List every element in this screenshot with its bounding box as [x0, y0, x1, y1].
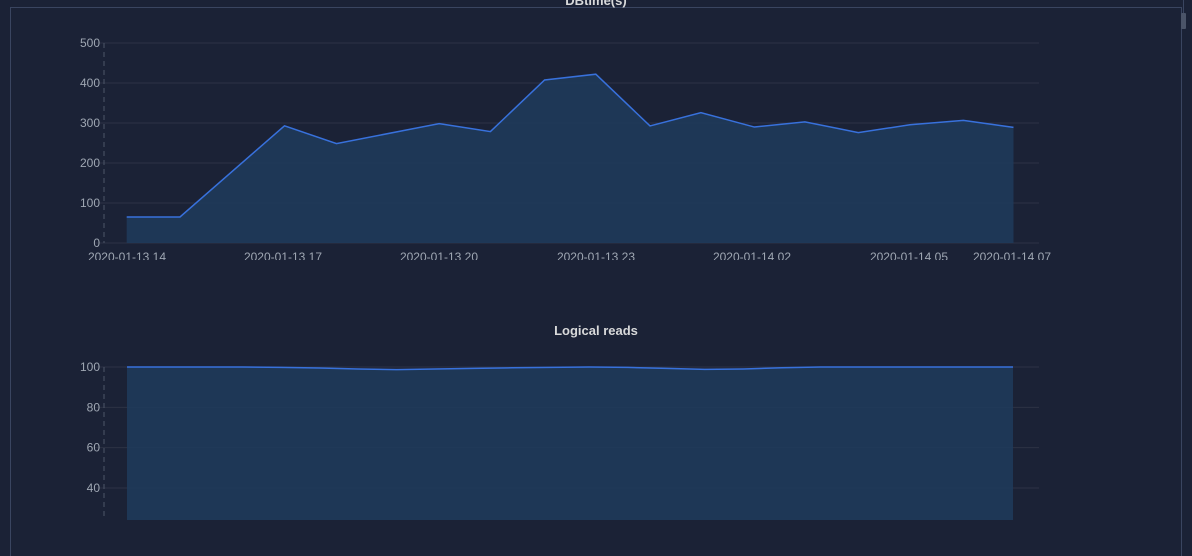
- svg-text:2020-01-14 07: 2020-01-14 07: [973, 250, 1051, 260]
- svg-text:40: 40: [87, 481, 101, 495]
- svg-text:500: 500: [80, 36, 100, 50]
- svg-text:400: 400: [80, 76, 100, 90]
- svg-text:100: 100: [80, 360, 100, 374]
- svg-text:200: 200: [80, 156, 100, 170]
- svg-text:80: 80: [87, 400, 101, 414]
- svg-text:2020-01-13 14: 2020-01-13 14: [88, 250, 166, 260]
- svg-text:2020-01-13 17: 2020-01-13 17: [244, 250, 322, 260]
- svg-text:300: 300: [80, 116, 100, 130]
- svg-text:2020-01-14 02: 2020-01-14 02: [713, 250, 791, 260]
- svg-text:60: 60: [87, 441, 101, 455]
- svg-text:2020-01-13 20: 2020-01-13 20: [400, 250, 478, 260]
- svg-text:2020-01-14 05: 2020-01-14 05: [870, 250, 948, 260]
- svg-text:2020-01-13 23: 2020-01-13 23: [557, 250, 635, 260]
- svg-text:100: 100: [80, 196, 100, 210]
- svg-text:0: 0: [93, 236, 100, 250]
